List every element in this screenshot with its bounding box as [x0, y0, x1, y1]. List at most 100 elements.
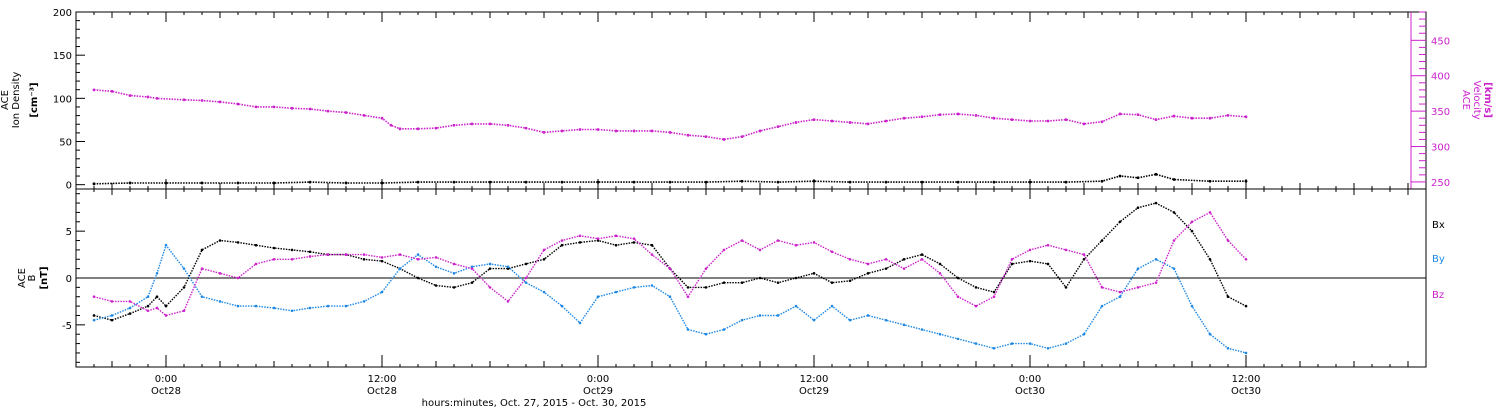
bottom-data-point-Bx [704, 286, 708, 289]
bottom-left-title-line1: ACE [17, 268, 28, 288]
bottom-data-point-Bx [578, 241, 582, 244]
bottom-data-point-Bx [272, 246, 276, 250]
bottom-data-point-Bz [560, 239, 564, 242]
bottom-left-tick-label: -5 [62, 321, 72, 332]
top-data-point [668, 180, 672, 184]
top-data-point [740, 179, 744, 183]
bottom-data-point-Bz [254, 262, 258, 266]
x-tick-time-label: 0:00 [155, 374, 177, 385]
top-data-point [632, 180, 636, 184]
top-data-point [938, 113, 942, 117]
bottom-data-point-By [758, 314, 762, 317]
bottom-data-point-Bx [992, 290, 996, 294]
bottom-data-point-Bx [1118, 220, 1122, 224]
bottom-data-point-Bx [1244, 304, 1248, 308]
top-data-point [794, 121, 798, 124]
bottom-data-point-Bx [1082, 257, 1086, 261]
bottom-data-point-Bx [794, 276, 798, 280]
top-data-point [236, 102, 240, 106]
top-data-point [596, 128, 600, 131]
bottom-data-point-Bx [596, 239, 600, 242]
bottom-data-point-By [1028, 342, 1032, 345]
bottom-data-point-Bx [866, 272, 870, 275]
bottom-data-point-By [614, 290, 618, 294]
bottom-left-tick-label: 5 [66, 227, 72, 238]
bottom-data-point-Bz [290, 257, 294, 261]
top-left-tick-label: 50 [59, 138, 72, 149]
bottom-data-point-Bz [596, 237, 600, 240]
bottom-data-point-Bx [758, 276, 762, 280]
bottom-data-point-By [506, 265, 510, 269]
bottom-data-point-Bx [560, 243, 564, 247]
bottom-data-point-Bz [326, 253, 330, 256]
bottom-data-point-By [866, 314, 870, 317]
top-data-point [326, 109, 330, 113]
bottom-data-point-By [146, 295, 150, 299]
top-data-point [452, 180, 456, 184]
top-data-point [1244, 115, 1248, 119]
bottom-data-point-By [668, 295, 672, 299]
bottom-data-point-By [254, 304, 258, 308]
bottom-data-point-Bx [830, 281, 834, 284]
bottom-data-point-Bz [740, 239, 744, 242]
top-data-point [128, 94, 132, 97]
top-data-point [1136, 176, 1140, 180]
bottom-data-point-Bz [668, 267, 672, 270]
top-data-point [1136, 113, 1140, 117]
bottom-data-point-By [578, 321, 582, 325]
top-panel-frame [75, 11, 1427, 190]
bottom-data-point-Bx [632, 241, 636, 244]
top-data-point [398, 127, 402, 131]
bottom-data-point-By [722, 328, 726, 331]
bottom-data-point-Bx [1208, 257, 1212, 261]
top-data-point [344, 111, 348, 114]
bottom-data-point-Bz [380, 256, 384, 259]
top-data-point [1172, 178, 1176, 181]
legend-bz: Bz [1432, 290, 1444, 301]
top-left-tick-label: 0 [66, 181, 72, 192]
top-right-tick-label: 300 [1431, 143, 1450, 154]
top-data-point [578, 128, 582, 131]
bottom-data-point-By [992, 346, 996, 350]
top-data-point [1226, 113, 1230, 117]
bottom-data-point-By [1226, 346, 1230, 350]
bottom-data-point-By [200, 295, 204, 299]
top-data-point [614, 129, 618, 133]
top-data-point [155, 96, 159, 100]
top-data-point [362, 113, 366, 117]
bottom-data-point-Bx [308, 250, 312, 254]
bottom-data-point-Bz [506, 300, 510, 303]
bottom-data-point-Bz [1154, 281, 1158, 284]
top-data-point [1172, 114, 1176, 118]
bottom-data-point-By [650, 284, 654, 287]
top-data-point [1010, 118, 1014, 122]
bottom-data-point-Bz [776, 239, 780, 242]
top-data-point [506, 123, 510, 127]
top-data-point [776, 125, 780, 129]
bottom-data-point-Bx [1226, 295, 1230, 299]
bottom-data-point-Bx [290, 248, 294, 252]
top-left-axis: 0 50 100 150 200 [53, 8, 85, 192]
bottom-data-point-By [632, 286, 636, 289]
bottom-data-point-Bz [920, 257, 924, 261]
bottom-data-point-Bx [542, 257, 546, 261]
bottom-data-point-By [776, 314, 780, 317]
top-data-point [686, 133, 690, 137]
top-data-point [650, 129, 654, 133]
bottom-data-point-Bz [866, 262, 870, 266]
bottom-data-point-Bx [524, 262, 528, 266]
bottom-data-point-Bz [416, 257, 420, 261]
bottom-data-point-Bx [614, 243, 618, 247]
top-data-point [92, 88, 96, 92]
bottom-data-point-Bx [164, 304, 168, 308]
bottom-data-point-Bx [848, 279, 852, 283]
bottom-data-point-Bx [92, 314, 96, 317]
bottom-data-point-By [434, 265, 438, 269]
bottom-data-point-Bz [578, 234, 582, 238]
top-data-point [848, 180, 852, 184]
top-data-marks [92, 88, 1248, 186]
top-data-point [956, 180, 960, 184]
top-right-tick-label: 250 [1431, 178, 1450, 189]
bottom-data-point-By [938, 332, 942, 336]
bottom-data-point-Bz [524, 276, 528, 280]
